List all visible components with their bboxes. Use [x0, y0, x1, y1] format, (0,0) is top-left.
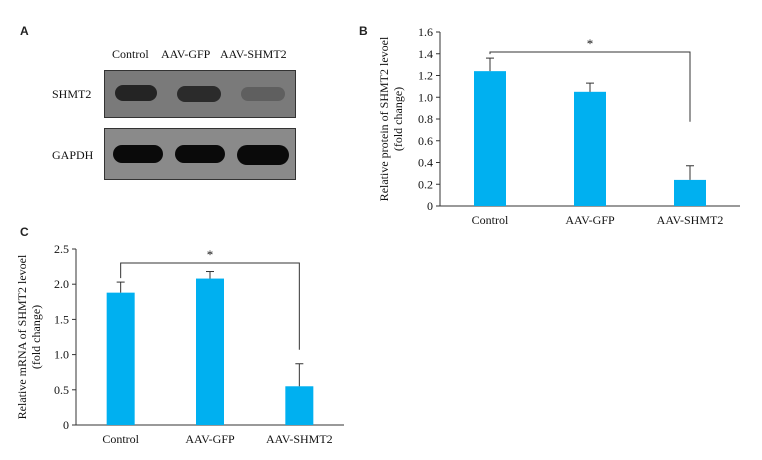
x-tick-label: AAV-SHMT2 — [266, 432, 333, 446]
panel-label-b: B — [359, 24, 368, 38]
y-tick-label: 0.6 — [418, 134, 433, 148]
blot-row-label: GAPDH — [52, 148, 94, 162]
panel-label-c: C — [20, 225, 29, 239]
bar — [106, 292, 135, 425]
bar — [674, 179, 706, 206]
x-tick-label: Control — [102, 432, 139, 446]
y-tick-label: 0.4 — [418, 156, 433, 170]
bar — [196, 278, 224, 425]
significance-bracket — [120, 262, 300, 350]
blot-lane-label: AAV-GFP — [161, 47, 211, 61]
blot-row-label: SHMT2 — [52, 87, 92, 101]
blot-band — [175, 145, 225, 163]
blot-lane-label: Control — [112, 47, 149, 61]
blot-lane-label: AAV-SHMT2 — [220, 47, 287, 61]
y-tick-label: 2.5 — [54, 242, 69, 256]
significance-star: * — [207, 247, 214, 262]
y-tick-label: 0.2 — [418, 177, 433, 191]
y-tick-label: 0 — [63, 418, 69, 432]
y-tick-label: 0.8 — [418, 112, 433, 126]
y-axis-label: (fold change) — [29, 305, 43, 369]
blot-band — [241, 87, 285, 101]
significance-bracket — [489, 51, 691, 122]
blot-strip-shmt2 — [104, 70, 296, 118]
y-tick-label: 0 — [427, 199, 433, 213]
panel-label-a: A — [20, 24, 29, 38]
y-tick-label: 1.2 — [418, 69, 433, 83]
y-tick-label: 2.0 — [54, 277, 69, 291]
y-axis-label: Relative protein of SHMT2 levoel — [377, 36, 391, 201]
x-tick-label: AAV-GFP — [565, 213, 615, 227]
x-tick-label: AAV-GFP — [185, 432, 235, 446]
y-tick-label: 1.5 — [54, 312, 69, 326]
y-tick-label: 1.4 — [418, 47, 433, 61]
chart-protein-levels: 0 0.2 0.4 0.6 0.8 1.0 1.2 1.4 1.6 Relative protei… — [377, 25, 740, 227]
y-tick-label: 1.0 — [418, 90, 433, 104]
blot-band — [177, 86, 221, 102]
bar — [574, 91, 606, 206]
chart-mrna-levels: 0 0.5 1.0 1.5 2.0 2.5 Relative mRNA of SHMT2 l… — [15, 242, 344, 446]
y-tick-label: 1.0 — [54, 348, 69, 362]
y-axis-label: (fold change) — [391, 87, 405, 151]
x-tick-label: Control — [472, 213, 509, 227]
x-tick-label: AAV-SHMT2 — [657, 213, 724, 227]
y-tick-label: 1.6 — [418, 25, 433, 39]
bar — [474, 71, 506, 207]
y-axis-label: Relative mRNA of SHMT2 levoel — [15, 254, 29, 419]
blot-band — [115, 85, 157, 101]
bar — [285, 386, 314, 425]
blot-band — [237, 145, 289, 165]
blot-strip-gapdh — [104, 128, 296, 180]
significance-star: * — [587, 36, 594, 51]
blot-band — [113, 145, 163, 163]
y-tick-label: 0.5 — [54, 383, 69, 397]
